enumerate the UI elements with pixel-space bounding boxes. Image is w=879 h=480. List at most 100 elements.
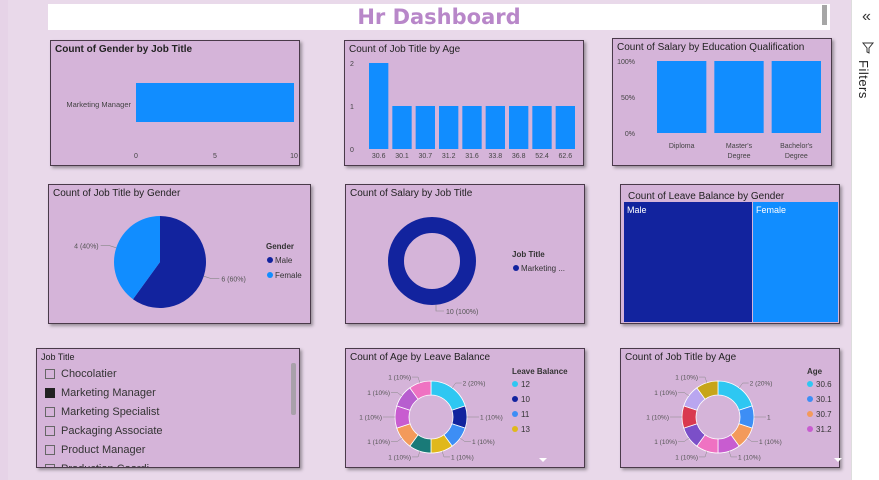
- slicer-item-label: Marketing Manager: [61, 387, 156, 399]
- leader-line: [203, 275, 220, 279]
- pie-slice: [132, 216, 206, 308]
- job-by-age-donut-card[interactable]: Count of Job Title by Age 2 (20%) 1 1 (10%…: [620, 348, 842, 468]
- header-banner: Hr Dashboard: [48, 4, 830, 30]
- pie-chart: 6 (60%) 4 (40%) Gender Male Female: [74, 216, 302, 308]
- visual-title: Count of Leave Balance by Gender: [628, 191, 785, 202]
- checkbox[interactable]: [45, 445, 55, 455]
- x-tick-label: Bachelor's: [780, 143, 813, 150]
- x-tick-label: 33.8: [489, 153, 503, 160]
- checkbox[interactable]: [45, 388, 55, 398]
- x-tick-label: Degree: [785, 153, 808, 160]
- y-tick-label: 1: [350, 104, 354, 111]
- bar: [415, 106, 435, 149]
- leader-line: [391, 392, 403, 397]
- donut-chart: 2 (20%) 1 1 (10%) 1 (10%) 1 (10%) 1 (10%) 1 (1…: [646, 367, 842, 462]
- age-by-leave-card[interactable]: Count of Age by Leave Balance 2 (20%) 1 (…: [345, 348, 585, 468]
- data-label: 6 (60%): [221, 277, 246, 284]
- x-tick-label: 5: [213, 153, 217, 160]
- data-label: 1 (10%): [367, 439, 390, 446]
- x-tick-label: 62.6: [559, 153, 573, 160]
- bar: [369, 63, 389, 149]
- slicer-item-label: Product Manager: [61, 444, 146, 456]
- leader-line: [699, 451, 708, 458]
- legend-label: Male: [275, 256, 293, 265]
- slicer-item[interactable]: Packaging Associate: [45, 425, 163, 437]
- job-by-gender-card[interactable]: Count of Job Title by Gender 6 (60%) 4 (4…: [48, 184, 311, 324]
- slicer-item[interactable]: Marketing Manager: [45, 387, 156, 399]
- legend-marker: [267, 272, 273, 278]
- filters-pane[interactable]: « Filters: [851, 0, 879, 480]
- checkbox[interactable]: [45, 407, 55, 417]
- x-tick-label: 52.4: [535, 153, 549, 160]
- legend-marker: [512, 426, 518, 432]
- data-label: 1 (10%): [480, 415, 503, 422]
- data-label: 1 (10%): [359, 415, 382, 422]
- leader-line: [435, 305, 444, 312]
- slicer-scrollbar[interactable]: [291, 363, 296, 415]
- checkbox[interactable]: [45, 369, 55, 379]
- data-label: 1 (10%): [388, 375, 411, 382]
- slicer-item-label: Chocolatier: [61, 368, 117, 380]
- leader-line: [100, 245, 117, 249]
- x-tick-label: 30.6: [372, 153, 386, 160]
- leader-line: [412, 451, 421, 458]
- data-label: 1 (10%): [451, 454, 474, 461]
- legend-marker: [807, 411, 813, 417]
- gender-by-job-card[interactable]: Count of Gender by Job Title Marketing M…: [50, 40, 300, 166]
- data-label: 1: [767, 415, 771, 422]
- slicer-item[interactable]: Chocolatier: [45, 368, 117, 380]
- donut-chart: 10 (100%) Job Title Marketing ...: [388, 217, 565, 316]
- header-scrollbar[interactable]: [822, 5, 827, 25]
- y-tick-label: 0: [350, 147, 354, 154]
- data-label: 1 (10%): [472, 439, 495, 446]
- data-label: 1 (10%): [388, 454, 411, 461]
- legend-label: 31.2: [816, 425, 832, 434]
- x-tick-label: 10: [290, 153, 298, 160]
- treemap-label: Female: [756, 205, 787, 215]
- checkbox[interactable]: [45, 464, 55, 467]
- legend-marker: [512, 396, 518, 402]
- slicer-item[interactable]: Marketing Specialist: [45, 406, 159, 418]
- data-label: 2 (20%): [463, 381, 486, 388]
- dropdown-arrow-icon: [539, 458, 547, 462]
- data-label: 1 (10%): [738, 454, 761, 461]
- leader-line: [728, 451, 737, 458]
- job-by-age-card[interactable]: Count of Job Title by Age 30.6 30.1 30.7 31…: [344, 40, 584, 166]
- funnel-icon[interactable]: [861, 42, 875, 54]
- data-label: 1 (10%): [367, 390, 390, 397]
- slicer-item-label: Production Coordi...: [61, 463, 158, 467]
- leader-line: [441, 451, 450, 458]
- legend-label: 30.6: [816, 380, 832, 389]
- visual-title: Count of Age by Leave Balance: [350, 352, 491, 363]
- x-tick-label: 30.7: [419, 153, 433, 160]
- pie-slice: [696, 380, 719, 400]
- salary-by-edu-card[interactable]: Count of Salary by Education Qualificati…: [612, 38, 832, 166]
- job-title-slicer[interactable]: Job Title Chocolatier Marketing Manager Ma…: [36, 348, 300, 468]
- treemap-cell-male[interactable]: Male: [624, 202, 752, 322]
- checkbox[interactable]: [45, 426, 55, 436]
- report-canvas: Hr Dashboard Count of Gender by Job Titl…: [0, 0, 842, 480]
- legend-title: Gender: [266, 242, 294, 251]
- leave-by-gender-card[interactable]: Count of Leave Balance by Gender Male Fe…: [620, 184, 840, 324]
- bar: [462, 106, 482, 149]
- bar: [657, 61, 707, 133]
- legend-marker: [807, 396, 813, 402]
- bar: [439, 106, 459, 149]
- slicer-item[interactable]: Production Coordi...: [45, 463, 158, 467]
- leader-line: [459, 437, 471, 442]
- legend-label: 11: [521, 410, 530, 419]
- double-chevron-left-icon[interactable]: «: [862, 8, 871, 25]
- x-tick-label: Degree: [728, 153, 751, 160]
- y-tick-label: 0%: [625, 131, 635, 138]
- legend-marker: [512, 411, 518, 417]
- filters-label[interactable]: Filters: [856, 60, 871, 99]
- x-tick-label: 36.8: [512, 153, 526, 160]
- bar-chart: Diploma Master's Degree Bachelor's Degree 0% 5…: [617, 59, 821, 160]
- legend-label: 12: [521, 380, 530, 389]
- visual-title: Count of Job Title by Gender: [53, 188, 181, 199]
- treemap-cell-female[interactable]: Female: [753, 202, 838, 322]
- left-strip: [0, 0, 8, 480]
- slicer-item[interactable]: Product Manager: [45, 444, 145, 456]
- salary-by-job-card[interactable]: Count of Salary by Job Title 10 (100%) Jo…: [345, 184, 585, 324]
- bar: [509, 106, 529, 149]
